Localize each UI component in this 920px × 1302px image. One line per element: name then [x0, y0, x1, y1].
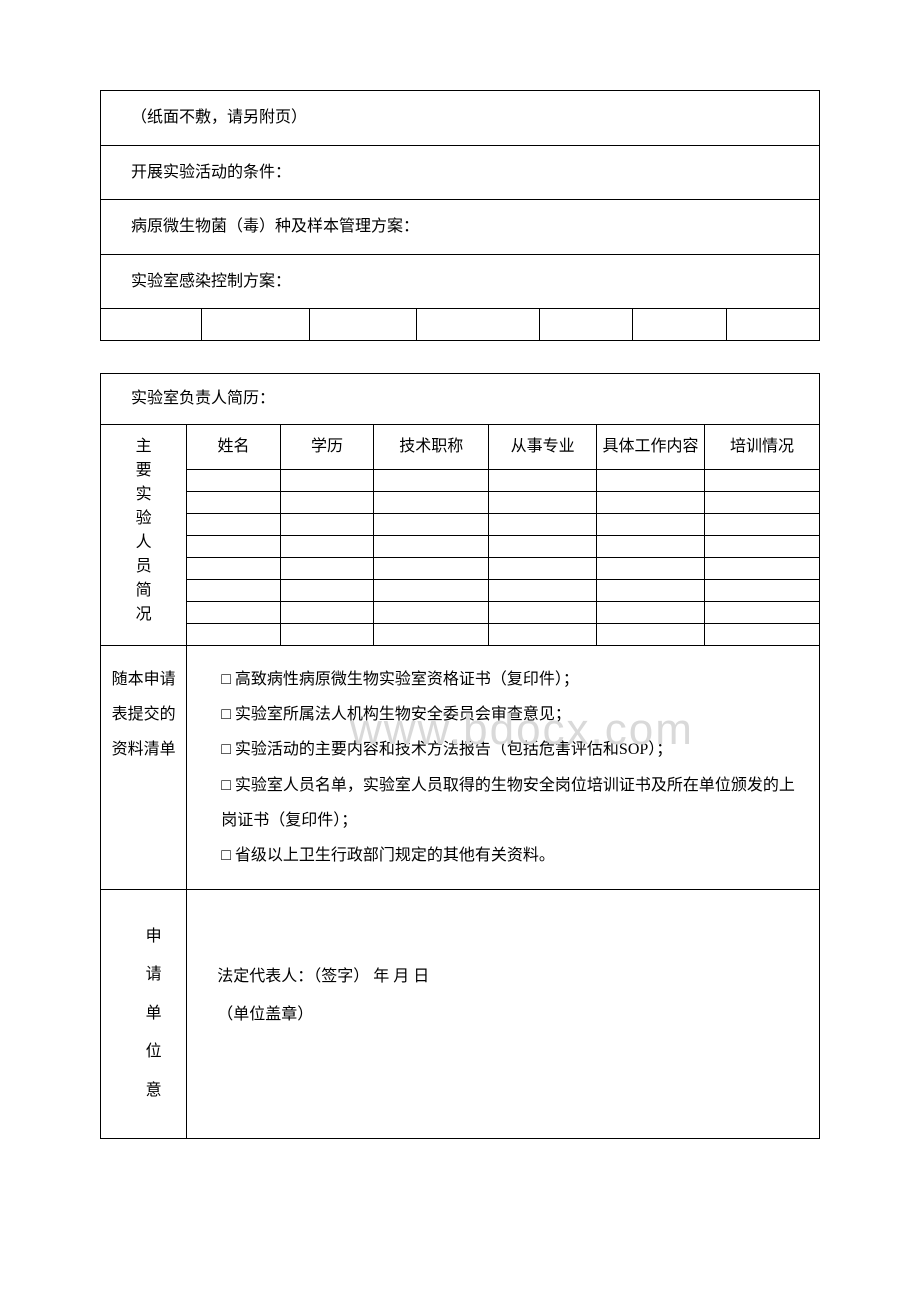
- conditions-row: 开展实验活动的条件：: [101, 145, 820, 200]
- cell: [597, 623, 705, 645]
- cell: [704, 535, 819, 557]
- signature-line: 法定代表人：（签字） 年 月 日: [217, 958, 809, 996]
- signature-content: 法定代表人：（签字） 年 月 日 （单位盖章）: [187, 890, 820, 1139]
- col-title: 技术职称: [374, 424, 489, 469]
- cell: [704, 623, 819, 645]
- upper-table: （纸面不敷，请另附页） 开展实验活动的条件： 病原微生物菌（毒）种及样本管理方案…: [100, 90, 820, 341]
- note-paper: （纸面不敷，请另附页）: [101, 91, 820, 146]
- cell: [187, 513, 280, 535]
- cell: [374, 469, 489, 491]
- cell: [187, 601, 280, 623]
- cell: [597, 557, 705, 579]
- cell: [489, 579, 597, 601]
- cell: [374, 579, 489, 601]
- empty-cell: [633, 309, 726, 341]
- col-train: 培训情况: [704, 424, 819, 469]
- checklist-item: □ 省级以上卫生行政部门规定的其他有关资料。: [197, 838, 809, 873]
- cell: [489, 601, 597, 623]
- cell: [187, 491, 280, 513]
- col-major: 从事专业: [489, 424, 597, 469]
- cell: [597, 513, 705, 535]
- cell: [280, 579, 373, 601]
- checklist-content: □ 高致病性病原微生物实验室资格证书（复印件）； □ 实验室所属法人机构生物安全…: [187, 645, 820, 889]
- checklist-label: 随本申请表提交的资料清单: [101, 645, 187, 889]
- lower-table: 实验室负责人简历： 主要实验人员简况 姓名 学历 技术职称 从事专业 具体工作内…: [100, 373, 820, 1139]
- resume-title: 实验室负责人简历：: [101, 374, 820, 425]
- cell: [374, 513, 489, 535]
- empty-cell: [726, 309, 820, 341]
- cell: [597, 469, 705, 491]
- cell: [597, 579, 705, 601]
- cell: [489, 469, 597, 491]
- cell: [489, 623, 597, 645]
- cell: [280, 623, 373, 645]
- cell: [374, 491, 489, 513]
- checklist-item: □ 实验室所属法人机构生物安全委员会审查意见；: [197, 697, 809, 732]
- empty-cell: [309, 309, 417, 341]
- infection-control-row: 实验室感染控制方案：: [101, 254, 820, 309]
- cell: [187, 623, 280, 645]
- cell: [597, 601, 705, 623]
- cell: [187, 469, 280, 491]
- cell: [704, 601, 819, 623]
- personnel-label: 主要实验人员简况: [101, 424, 187, 645]
- cell: [597, 491, 705, 513]
- cell: [280, 601, 373, 623]
- cell: [280, 535, 373, 557]
- cell: [704, 513, 819, 535]
- col-name: 姓名: [187, 424, 280, 469]
- cell: [489, 557, 597, 579]
- cell: [374, 557, 489, 579]
- empty-cell: [417, 309, 539, 341]
- cell: [597, 535, 705, 557]
- cell: [489, 491, 597, 513]
- empty-cell: [539, 309, 632, 341]
- col-work: 具体工作内容: [597, 424, 705, 469]
- signature-label: 申请单位意: [101, 890, 187, 1139]
- cell: [187, 535, 280, 557]
- stamp-line: （单位盖章）: [217, 996, 809, 1034]
- cell: [187, 579, 280, 601]
- cell: [374, 601, 489, 623]
- cell: [489, 535, 597, 557]
- checklist-item: □ 实验室人员名单，实验室人员取得的生物安全岗位培训证书及所在单位颁发的上岗证书…: [197, 768, 809, 838]
- cell: [704, 557, 819, 579]
- cell: [280, 469, 373, 491]
- cell: [704, 491, 819, 513]
- cell: [374, 535, 489, 557]
- col-edu: 学历: [280, 424, 373, 469]
- checklist-item: □ 高致病性病原微生物实验室资格证书（复印件）；: [197, 662, 809, 697]
- cell: [704, 579, 819, 601]
- empty-cell: [101, 309, 202, 341]
- cell: [704, 469, 819, 491]
- empty-cell: [201, 309, 309, 341]
- cell: [489, 513, 597, 535]
- cell: [374, 623, 489, 645]
- cell: [280, 491, 373, 513]
- cell: [280, 513, 373, 535]
- checklist-item: □ 实验活动的主要内容和技术方法报告（包括危害评估和SOP）；: [197, 732, 809, 767]
- cell: [187, 557, 280, 579]
- pathogen-plan-row: 病原微生物菌（毒）种及样本管理方案：: [101, 200, 820, 255]
- cell: [280, 557, 373, 579]
